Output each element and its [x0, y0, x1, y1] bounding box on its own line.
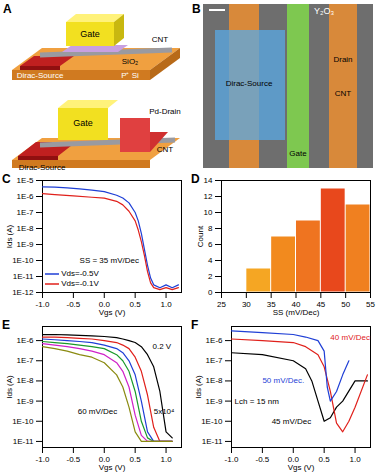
svg-text:1E-9: 1E-9: [17, 397, 34, 406]
svg-text:50 mV/Dec.: 50 mV/Dec.: [262, 376, 304, 385]
html-text:C: C: [2, 172, 11, 186]
svg-text:Gate: Gate: [80, 29, 100, 39]
svg-text:CNT: CNT: [335, 89, 352, 98]
svg-text:Count: Count: [196, 225, 205, 247]
svg-text:0.5: 0.5: [130, 300, 142, 309]
svg-text:CNT: CNT: [157, 145, 174, 154]
svg-text:-1.0: -1.0: [36, 455, 50, 464]
svg-text:60 mV/Dec: 60 mV/Dec: [78, 407, 118, 416]
svg-text:-0.5: -0.5: [66, 300, 80, 309]
svg-text:-1.0: -1.0: [225, 455, 239, 464]
svg-text:P⁺ Si: P⁺ Si: [121, 71, 139, 80]
svg-text:Gate: Gate: [289, 149, 307, 158]
svg-text:-0.5: -0.5: [66, 455, 80, 464]
svg-text:4: 4: [208, 256, 213, 265]
svg-text:8: 8: [208, 224, 213, 233]
svg-text:0.0: 0.0: [98, 455, 110, 465]
svg-text:1E-6: 1E-6: [17, 336, 34, 345]
svg-text:0.5: 0.5: [319, 455, 331, 464]
html-text:Vds=-0.5V: Vds=-0.5V: [59, 269, 99, 278]
svg-text:30: 30: [242, 300, 251, 309]
svg-text:45 mV/Dec: 45 mV/Dec: [272, 417, 312, 426]
svg-text:1.0: 1.0: [160, 300, 172, 309]
html-text:E: E: [2, 318, 10, 332]
svg-text:1E-9: 1E-9: [206, 397, 223, 406]
svg-text:SiO₂: SiO₂: [122, 57, 138, 66]
svg-text:14: 14: [204, 176, 213, 185]
svg-text:Vgs (V): Vgs (V): [99, 463, 126, 472]
svg-text:1E-6: 1E-6: [206, 336, 223, 345]
html-text:Vds=-0.1V: Vds=-0.1V: [59, 279, 99, 288]
svg-text:1E-11: 1E-11: [13, 437, 34, 446]
html-text:B: B: [192, 2, 201, 16]
svg-text:0.0: 0.0: [98, 300, 110, 310]
svg-text:1E-9: 1E-9: [17, 240, 34, 249]
svg-text:0.0: 0.0: [287, 455, 299, 465]
svg-text:40: 40: [291, 300, 301, 310]
svg-text:SS (mV/Dec): SS (mV/Dec): [273, 308, 320, 317]
svg-text:1E-11: 1E-11: [202, 437, 223, 446]
svg-text:0: 0: [208, 288, 213, 297]
svg-text:1E-8: 1E-8: [17, 376, 34, 385]
html-text:A: A: [3, 2, 12, 16]
svg-text:Dirac-Source: Dirac-Source: [226, 79, 273, 88]
svg-text:40 mV/Dec: 40 mV/Dec: [330, 333, 370, 342]
svg-text:Y₂O₃: Y₂O₃: [314, 6, 334, 16]
svg-text:1E-7: 1E-7: [17, 356, 34, 365]
svg-text:5x10⁴: 5x10⁴: [154, 407, 175, 416]
svg-text:1E-7: 1E-7: [17, 208, 34, 217]
svg-text:10: 10: [204, 208, 213, 217]
svg-text:45: 45: [316, 300, 326, 310]
svg-text:1E-10: 1E-10: [201, 417, 223, 426]
svg-text:-1.0: -1.0: [36, 300, 50, 309]
svg-text:0.5: 0.5: [130, 455, 142, 464]
svg-text:Lch = 15 nm: Lch = 15 nm: [235, 397, 280, 406]
svg-text:25: 25: [217, 300, 226, 309]
svg-text:2: 2: [208, 272, 213, 281]
svg-text:1E-8: 1E-8: [17, 224, 34, 233]
svg-text:35: 35: [266, 300, 276, 310]
svg-text:Gate: Gate: [73, 118, 93, 128]
svg-text:1E-5: 1E-5: [17, 176, 34, 185]
svg-text:Vgs (V): Vgs (V): [99, 308, 126, 317]
svg-text:1.0: 1.0: [349, 455, 361, 464]
svg-text:1E-11: 1E-11: [13, 272, 34, 281]
svg-text:1E-12: 1E-12: [12, 288, 34, 297]
svg-text:1E-7: 1E-7: [206, 356, 223, 365]
svg-text:1E-8: 1E-8: [206, 376, 223, 385]
svg-text:Drain: Drain: [333, 55, 352, 64]
svg-text:Pd-Drain: Pd-Drain: [149, 107, 181, 116]
svg-text:Ids (A): Ids (A): [5, 224, 14, 248]
svg-text:55: 55: [366, 300, 375, 309]
svg-text:50: 50: [341, 300, 350, 309]
svg-text:0.2 V: 0.2 V: [152, 342, 171, 351]
svg-text:CNT: CNT: [152, 35, 169, 44]
svg-text:1.0: 1.0: [160, 455, 172, 464]
svg-text:1E-6: 1E-6: [17, 192, 34, 201]
svg-text:1E-10: 1E-10: [12, 256, 34, 265]
svg-text:6: 6: [208, 240, 213, 249]
svg-text:Vgs (V): Vgs (V): [288, 463, 315, 472]
svg-text:SS = 35 mV/Dec: SS = 35 mV/Dec: [80, 256, 139, 265]
svg-text:-0.5: -0.5: [255, 455, 269, 464]
svg-text:Ids (A): Ids (A): [5, 375, 14, 399]
svg-text:Dirac-Source: Dirac-Source: [17, 71, 64, 80]
svg-text:Ids (A): Ids (A): [194, 375, 203, 399]
svg-text:Dirac-Source: Dirac-Source: [19, 163, 66, 172]
html-text:D: D: [191, 172, 200, 186]
svg-text:1E-10: 1E-10: [12, 417, 34, 426]
html-text:F: F: [191, 318, 199, 332]
svg-text:12: 12: [204, 192, 213, 201]
